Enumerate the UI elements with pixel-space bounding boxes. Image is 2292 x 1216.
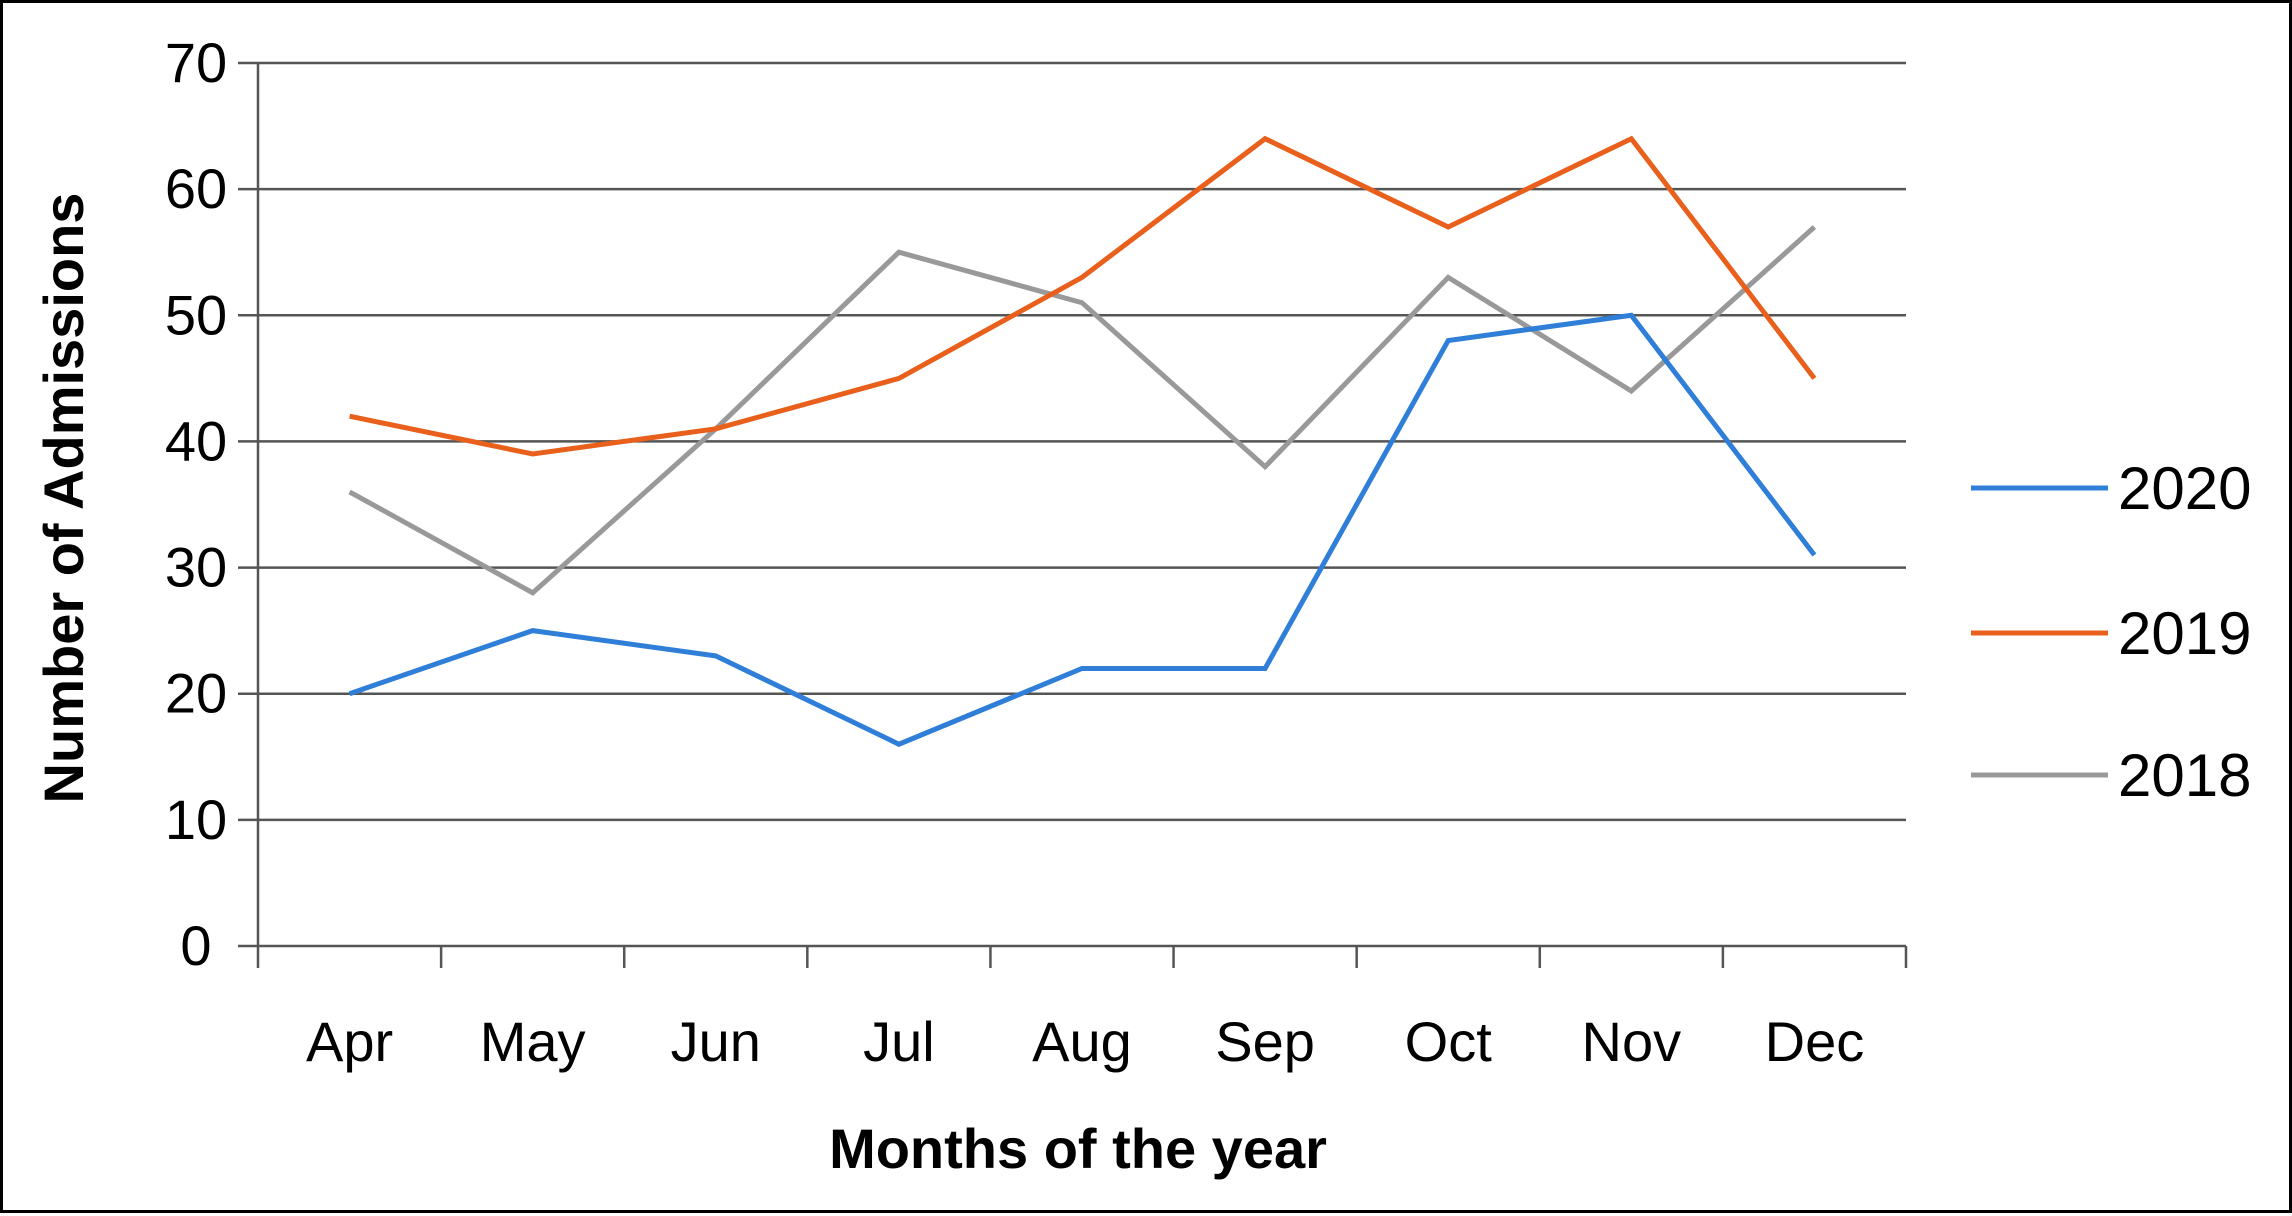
y-tick-label: 10	[165, 788, 227, 851]
y-tick-label: 30	[165, 536, 227, 599]
series-line-2019	[349, 135, 1817, 457]
y-tick-label: 40	[165, 409, 227, 472]
gridlines	[258, 61, 1906, 822]
x-tick-label-jul: Jul	[863, 1010, 935, 1073]
series-lines	[348, 135, 1817, 747]
x-tick-label-oct: Oct	[1405, 1010, 1493, 1073]
tick-labels: 0 10 20 30 40 50 60 70 Apr May Jun Jul Aug Sep Oct Nov D…	[165, 31, 1864, 1073]
legend: 2020 2019 2018	[1971, 455, 2251, 809]
x-axis-title: Months of the year	[829, 1117, 1327, 1180]
axes	[238, 61, 1908, 968]
x-tick-label-nov: Nov	[1582, 1010, 1682, 1073]
line-chart: 0 10 20 30 40 50 60 70 Apr May Jun Jul Aug Sep Oct Nov D…	[32, 31, 2251, 1180]
x-tick-label-apr: Apr	[306, 1010, 393, 1073]
y-axis-title: Number of Admissions	[32, 193, 95, 804]
x-tick-label-sep: Sep	[1215, 1010, 1315, 1073]
x-tick-label-may: May	[480, 1010, 586, 1073]
x-tick-label-dec: Dec	[1765, 1010, 1865, 1073]
series-line-2018	[348, 225, 1817, 596]
legend-label-2018: 2018	[2118, 742, 2251, 809]
y-tick-label: 70	[165, 31, 227, 94]
series-line-2020	[348, 312, 1817, 747]
x-tick-label-aug: Aug	[1032, 1010, 1132, 1073]
y-tick-label: 60	[165, 157, 227, 220]
y-tick-label: 20	[165, 662, 227, 725]
x-tick-label-jun: Jun	[671, 1010, 761, 1073]
legend-label-2020: 2020	[2118, 455, 2251, 522]
y-tick-label: 0	[180, 914, 211, 977]
legend-label-2019: 2019	[2118, 600, 2251, 667]
y-tick-label: 50	[165, 283, 227, 346]
